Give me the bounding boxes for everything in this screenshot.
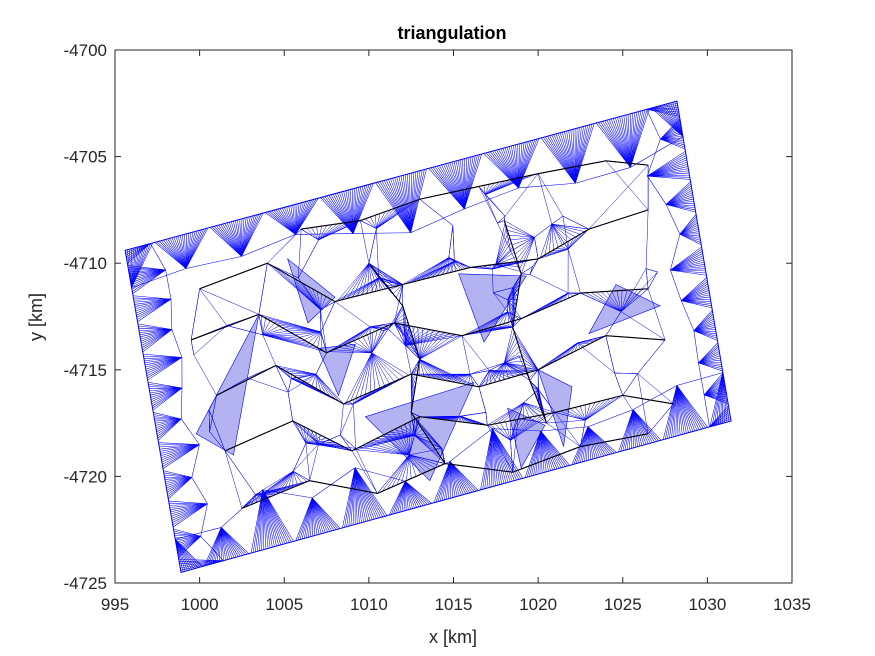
y-axis: -4700 -4705 -4710 -4715 -4720 -4725	[64, 41, 792, 593]
x-tick-label: 1035	[773, 595, 811, 614]
x-tick-label: 1000	[181, 595, 219, 614]
x-tick-label: 995	[101, 595, 129, 614]
x-tick-label: 1005	[265, 595, 303, 614]
mesh-edges	[124, 100, 732, 573]
y-tick-label: -4705	[64, 148, 107, 167]
x-tick-label: 1010	[350, 595, 388, 614]
breakline	[190, 288, 649, 354]
x-tick-label: 1030	[688, 595, 726, 614]
y-tick-label: -4700	[64, 41, 107, 60]
y-tick-label: -4715	[64, 361, 107, 380]
breakline	[224, 394, 674, 452]
x-tick-label: 1020	[519, 595, 557, 614]
mesh-triangle-filled	[317, 343, 356, 397]
x-axis-label: x [km]	[429, 627, 477, 647]
breakline	[368, 262, 446, 464]
x-tick-label: 1025	[604, 595, 642, 614]
y-tick-label: -4720	[64, 467, 107, 486]
x-tick-label: 1015	[435, 595, 473, 614]
y-axis-label: y [km]	[26, 293, 46, 341]
triangulation-mesh	[124, 100, 732, 573]
breakline	[216, 335, 666, 405]
breakline	[301, 160, 649, 230]
chart-title: triangulation	[398, 23, 507, 43]
breakline	[503, 220, 548, 424]
x-axis: 995 1000 1005 1010 1015 1020 1025 1030 1035	[101, 50, 811, 614]
breaklines-layer	[190, 160, 674, 509]
mesh-triangle-filled	[537, 369, 573, 447]
y-tick-label: -4725	[64, 574, 107, 593]
breakline	[199, 209, 649, 303]
y-tick-label: -4710	[64, 254, 107, 273]
